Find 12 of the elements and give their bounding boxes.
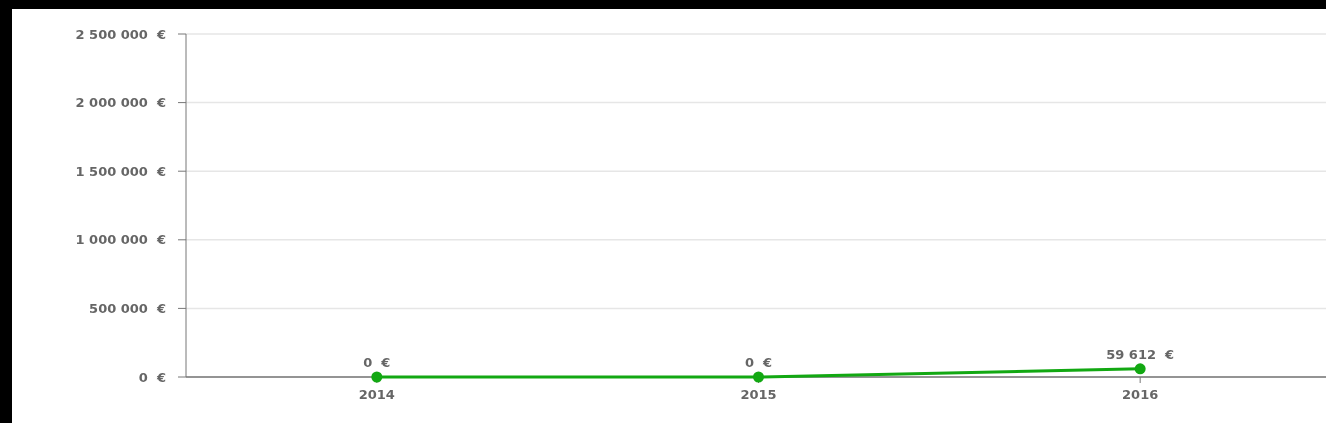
y-tick-label: 1 500 000 € [75, 163, 166, 179]
data-label: 0 € [363, 355, 391, 370]
y-tick-label: 2 000 000 € [75, 95, 166, 111]
y-tick-label: 2 500 000 € [75, 26, 166, 42]
y-tick-label: 0 € [138, 369, 166, 385]
y-tick-label: 1 000 000 € [75, 232, 166, 248]
data-label: 59 612 € [1106, 346, 1175, 362]
y-tick-label: 500 000 € [89, 300, 166, 316]
x-tick-label: 2016 [1122, 387, 1159, 402]
data-label: 0 € [744, 355, 773, 370]
x-tick-label: 2014 [358, 387, 395, 402]
x-tick-label: 2015 [740, 387, 777, 402]
